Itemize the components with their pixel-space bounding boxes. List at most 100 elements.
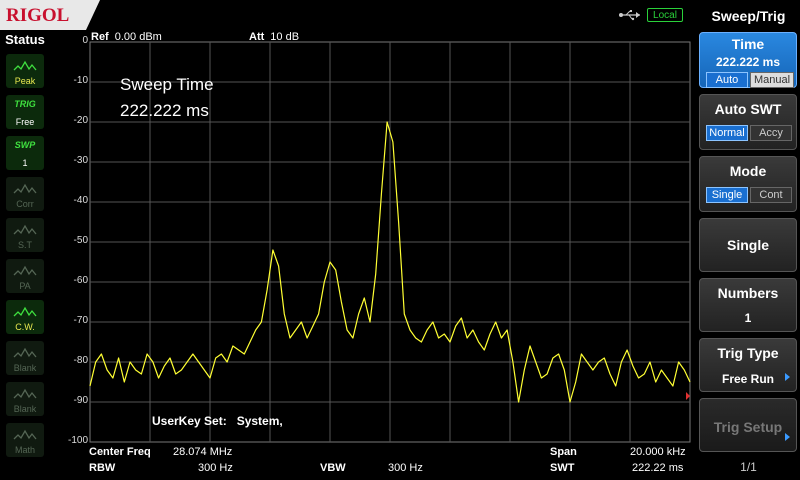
top-bar: RIGOL Local xyxy=(0,0,697,30)
time-softkey[interactable]: Time 222.222 ms Auto Manual xyxy=(699,32,797,88)
trace-marker-icon xyxy=(686,392,690,400)
auto-swt-accy-option[interactable]: Accy xyxy=(750,125,792,141)
trig-type-label: Trig Type xyxy=(717,345,779,361)
spectrum-display: 0 -10 -20 -30 -40 -50 -60 -70 -80 -90 -100 xyxy=(0,30,697,480)
status-item-math: Math xyxy=(6,423,44,457)
blank-icon xyxy=(13,388,37,399)
trig-type-softkey[interactable]: Trig Type Free Run xyxy=(699,338,797,392)
rbw-label: RBW xyxy=(89,462,116,474)
vbw-label: VBW xyxy=(320,462,346,474)
softkey-menu: Sweep/Trig Time 222.222 ms Auto Manual A… xyxy=(697,0,800,480)
status-item-s-t: S.T xyxy=(6,218,44,252)
sweep-time-value: 222.222 ms xyxy=(120,101,209,120)
sweep-time-annotation: Sweep Time 222.222 ms xyxy=(120,72,214,124)
status-item-label: C.W. xyxy=(15,322,35,332)
status-item-tag: TRIG xyxy=(14,99,36,109)
peak-icon xyxy=(13,60,37,71)
sweep-time-label: Sweep Time xyxy=(120,75,214,94)
att-label: Att xyxy=(249,31,265,43)
mode-single-option[interactable]: Single xyxy=(706,187,748,203)
status-item-label: 1 xyxy=(22,158,28,168)
y-tick-label: -70 xyxy=(73,315,88,326)
rbw-value: 300 Hz xyxy=(198,462,233,474)
span-value: 20.000 kHz xyxy=(630,446,686,458)
math-icon xyxy=(13,429,37,440)
userkey-readout: UserKey Set: System, xyxy=(152,414,283,428)
expand-arrow-icon xyxy=(785,433,790,441)
auto-swt-softkey[interactable]: Auto SWT Normal Accy xyxy=(699,94,797,150)
status-item-peak: Peak xyxy=(6,54,44,88)
expand-arrow-icon xyxy=(785,373,790,381)
spectrum-plot xyxy=(89,41,691,443)
numbers-softkey[interactable]: Numbers 1 xyxy=(699,278,797,332)
local-badge: Local xyxy=(647,8,683,22)
status-item-free: TRIG Free xyxy=(6,95,44,129)
status-item-label: Math xyxy=(14,445,35,455)
time-label: Time xyxy=(731,36,765,52)
status-item-blank: Blank xyxy=(6,341,44,375)
time-manual-option[interactable]: Manual xyxy=(750,72,794,88)
single-label: Single xyxy=(726,237,769,253)
y-tick-label: -40 xyxy=(73,195,88,206)
trig-setup-softkey[interactable]: Trig Setup xyxy=(699,398,797,452)
rigol-logo: RIGOL xyxy=(0,0,100,30)
status-item-label: PA xyxy=(19,281,31,291)
ref-value: 0.00 dBm xyxy=(114,31,162,43)
mode-label: Mode xyxy=(729,163,767,179)
time-value: 222.222 ms xyxy=(715,55,781,69)
status-item-tag: SWP xyxy=(14,140,36,150)
ref-label: Ref xyxy=(91,31,109,43)
vbw-value: 300 Hz xyxy=(388,462,423,474)
cw-icon xyxy=(13,306,37,317)
status-item-c-w-: C.W. xyxy=(6,300,44,334)
att-value: 10 dB xyxy=(270,31,300,43)
corr-icon xyxy=(13,183,37,194)
auto-swt-label: Auto SWT xyxy=(714,101,782,117)
y-tick-label: -60 xyxy=(73,275,88,286)
y-tick-label: 0 xyxy=(82,35,88,46)
center-freq-label: Center Freq xyxy=(89,446,151,458)
trig-type-value: Free Run xyxy=(721,372,774,386)
trig-setup-label: Trig Setup xyxy=(713,419,783,435)
y-tick-label: -30 xyxy=(73,155,88,166)
y-tick-label: -90 xyxy=(73,395,88,406)
status-item-label: Corr xyxy=(16,199,34,209)
status-item-1: SWP 1 xyxy=(6,136,44,170)
y-tick-label: -10 xyxy=(73,75,88,86)
ref-level-readout: Ref 0.00 dBm xyxy=(91,31,162,43)
status-item-label: Free xyxy=(15,117,35,127)
status-panel: Status Peak TRIG Free SWP 1 Corr S.T PA C.W. Blan… xyxy=(0,30,50,480)
svg-text:RIGOL: RIGOL xyxy=(6,5,69,26)
status-item-label: Blank xyxy=(13,404,37,414)
usb-icon xyxy=(619,10,640,21)
status-item-label: S.T xyxy=(17,240,32,250)
single-softkey[interactable]: Single xyxy=(699,218,797,272)
y-tick-label: -20 xyxy=(73,115,88,126)
status-item-blank: Blank xyxy=(6,382,44,416)
numbers-label: Numbers xyxy=(717,285,779,301)
mode-cont-option[interactable]: Cont xyxy=(750,187,792,203)
userkey-label: UserKey Set: xyxy=(152,414,227,428)
y-tick-label: -80 xyxy=(73,355,88,366)
y-tick-label: -100 xyxy=(67,435,88,446)
swt-label: SWT xyxy=(550,462,575,474)
numbers-value: 1 xyxy=(744,311,752,325)
swt-value: 222.22 ms xyxy=(632,462,684,474)
status-item-label: Blank xyxy=(13,363,37,373)
attenuation-readout: Att 10 dB xyxy=(249,31,299,43)
status-title: Status xyxy=(5,32,45,47)
y-tick-label: -50 xyxy=(73,235,88,246)
status-item-pa: PA xyxy=(6,259,44,293)
menu-title: Sweep/Trig xyxy=(711,8,786,24)
userkey-value: System, xyxy=(236,414,283,428)
mode-softkey[interactable]: Mode Single Cont xyxy=(699,156,797,212)
spectrum-trace xyxy=(89,121,691,403)
status-item-label: Peak xyxy=(14,76,36,86)
span-label: Span xyxy=(550,446,577,458)
menu-page-number: 1/1 xyxy=(740,460,757,474)
time-auto-option[interactable]: Auto xyxy=(706,72,748,88)
center-freq-value: 28.074 MHz xyxy=(173,446,233,458)
status-item-corr: Corr xyxy=(6,177,44,211)
pa-icon xyxy=(13,265,37,276)
auto-swt-normal-option[interactable]: Normal xyxy=(706,125,748,141)
